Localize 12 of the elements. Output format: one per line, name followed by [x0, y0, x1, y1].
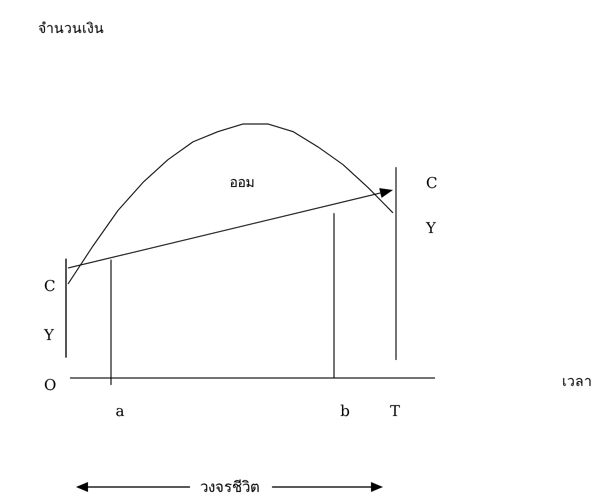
x-tick-label: T [390, 402, 400, 420]
text: O [44, 376, 56, 394]
text: C [44, 277, 56, 295]
text: จำนวนเงิน [38, 21, 104, 37]
annotation: ออม [230, 175, 254, 191]
annotation: C [426, 174, 438, 192]
text: Y [425, 218, 437, 237]
text: วงจรชีวิต [200, 478, 260, 496]
x-tick-label: b [340, 402, 350, 420]
text: เวลา [562, 374, 592, 390]
x-tick-label: a [116, 402, 125, 420]
text: Y [43, 326, 55, 344]
